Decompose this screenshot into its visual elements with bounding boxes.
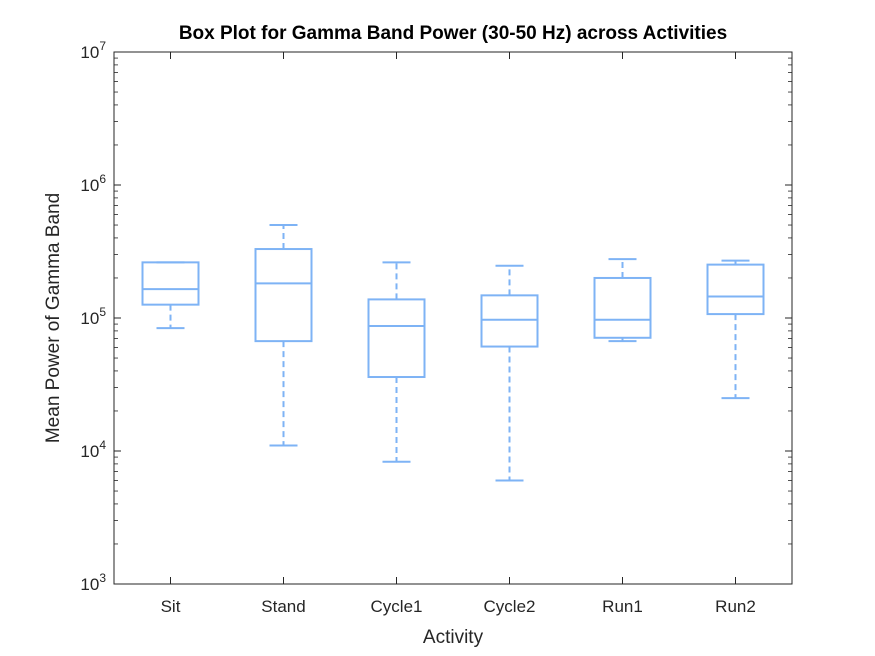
box-cycle2 bbox=[480, 264, 539, 482]
x-tick-label: Stand bbox=[261, 597, 305, 616]
boxes-group bbox=[141, 224, 765, 482]
y-tick-exponent: 5 bbox=[99, 305, 106, 319]
x-tick-label: Run1 bbox=[602, 597, 643, 616]
y-tick-exponent: 7 bbox=[99, 39, 106, 53]
y-tick-label: 104 bbox=[80, 438, 106, 461]
y-tick-exponent: 4 bbox=[99, 438, 106, 452]
x-tick-label: Run2 bbox=[715, 597, 756, 616]
y-tick-base: 10 bbox=[80, 309, 99, 328]
y-tick-base: 10 bbox=[80, 442, 99, 461]
y-tick-base: 10 bbox=[80, 43, 99, 62]
y-tick-base: 10 bbox=[80, 176, 99, 195]
box-run1 bbox=[593, 258, 652, 343]
y-tick-exponent: 6 bbox=[99, 172, 106, 186]
y-tick-label: 103 bbox=[80, 571, 106, 594]
chart-title: Box Plot for Gamma Band Power (30-50 Hz)… bbox=[179, 23, 727, 44]
x-tick-label: Cycle2 bbox=[484, 597, 536, 616]
y-tick-label: 107 bbox=[80, 39, 106, 62]
y-axis-label: Mean Power of Gamma Band bbox=[43, 193, 64, 443]
y-tick-base: 10 bbox=[80, 575, 99, 594]
box-stand bbox=[254, 224, 313, 447]
interquartile-box bbox=[706, 263, 765, 316]
x-tick-label: Sit bbox=[161, 597, 181, 616]
interquartile-box bbox=[141, 261, 200, 306]
interquartile-box bbox=[254, 248, 313, 343]
y-tick-label: 106 bbox=[80, 172, 106, 195]
interquartile-box bbox=[367, 298, 426, 379]
box-sit bbox=[141, 261, 200, 330]
x-axis-label: Activity bbox=[423, 627, 484, 648]
x-tick-label: Cycle1 bbox=[371, 597, 423, 616]
box-run2 bbox=[706, 259, 765, 400]
interquartile-box bbox=[480, 294, 539, 348]
y-tick-exponent: 3 bbox=[99, 571, 106, 585]
y-tick-label: 105 bbox=[80, 305, 106, 328]
plot-area-frame bbox=[113, 51, 793, 585]
interquartile-box bbox=[593, 276, 652, 339]
box-cycle1 bbox=[367, 261, 426, 463]
